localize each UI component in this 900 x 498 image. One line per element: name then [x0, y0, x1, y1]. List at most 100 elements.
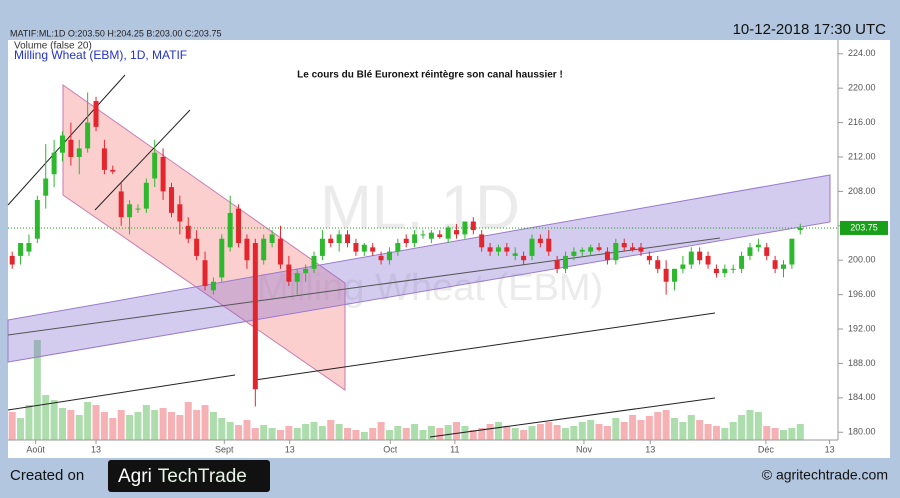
volume-bar — [545, 422, 553, 440]
candle-body — [26, 243, 32, 252]
candle-body — [135, 208, 141, 210]
volume-bar — [486, 424, 494, 440]
volume-bar — [84, 402, 92, 440]
volume-bar — [218, 418, 226, 440]
volume-bar — [788, 428, 796, 440]
volume-bars — [8, 340, 804, 440]
candle-body — [277, 238, 283, 265]
volume-bar — [243, 420, 251, 440]
candle-body — [646, 255, 652, 261]
candle-body — [420, 234, 426, 236]
candle-body — [797, 227, 803, 231]
volume-bar — [654, 412, 662, 440]
x-tick-label: Oct — [383, 444, 398, 454]
volume-bar — [763, 426, 771, 440]
candle-body — [294, 273, 300, 282]
volume-bar — [780, 430, 788, 440]
y-tick-label: 188.00 — [848, 358, 876, 368]
volume-bar — [553, 425, 561, 440]
candle-body — [252, 243, 258, 390]
volume-bar — [587, 420, 595, 440]
candle-body — [487, 247, 493, 252]
candle-body — [177, 204, 183, 222]
candle-body — [546, 238, 552, 252]
up-channel — [7, 174, 831, 363]
candle-body — [101, 148, 107, 170]
candle-body — [412, 234, 418, 244]
footer-site: © agritechtrade.com — [762, 467, 888, 483]
candle-body — [185, 225, 191, 239]
candle-body — [688, 251, 694, 265]
candle-body — [789, 238, 795, 265]
y-tick-label: 196.00 — [848, 289, 876, 299]
volume-bar — [226, 422, 234, 440]
candle-body — [579, 249, 585, 252]
volume-bar — [167, 412, 175, 440]
volume-bar — [629, 415, 637, 440]
volume-bar — [746, 410, 754, 440]
volume-bar — [117, 410, 125, 440]
candle-body — [160, 156, 166, 192]
volume-bar — [729, 422, 737, 440]
volume-bar — [92, 405, 100, 440]
candle-body — [403, 238, 409, 244]
annotation: Le cours du Blé Euronext réintègre son c… — [297, 70, 563, 81]
volume-bar — [570, 426, 578, 440]
volume-bar — [562, 428, 570, 440]
volume-bar — [469, 430, 477, 440]
header-info: MATIF:ML:1D O:203.50 H:204.25 B:203.00 C… — [10, 28, 221, 38]
candle-body — [143, 182, 149, 209]
volume-bar — [109, 418, 117, 440]
volume-bar — [310, 422, 318, 440]
volume-bar — [151, 410, 159, 440]
volume-bar — [360, 432, 368, 440]
volume-bar — [352, 430, 360, 440]
candle-body — [454, 230, 460, 235]
candle-body — [194, 238, 200, 256]
volume-bar — [612, 418, 620, 440]
candle-body — [495, 247, 501, 252]
trend-line — [429, 397, 716, 438]
chart-title: Milling Wheat (EBM), 1D, MATIF — [14, 48, 187, 62]
candle-body — [604, 251, 610, 261]
volume-bar — [679, 422, 687, 440]
down-channel — [62, 84, 346, 391]
watermark: ML, 1D — [320, 173, 520, 242]
candle-body — [747, 247, 753, 256]
volume-bar — [134, 412, 142, 440]
volume-bar — [520, 430, 528, 440]
y-tick-label: 180.00 — [848, 427, 876, 437]
candle-body — [445, 227, 451, 239]
volume-bar — [620, 422, 628, 440]
y-tick-label: 224.00 — [848, 48, 876, 58]
volume-bar — [771, 428, 779, 440]
volume-bar — [369, 428, 377, 440]
volume-bar — [377, 422, 385, 440]
volume-bar — [126, 415, 134, 440]
volume-bar — [444, 425, 452, 440]
volume-bar — [671, 418, 679, 440]
last-price-label: 203.75 — [850, 222, 878, 232]
volume-bar — [637, 420, 645, 440]
logo-part: Agri — [118, 466, 152, 487]
volume-bar — [645, 416, 653, 440]
candle-body — [127, 204, 133, 218]
volume-bar — [268, 428, 276, 440]
volume-bar — [511, 428, 519, 440]
candle-body — [319, 238, 325, 256]
volume-bar — [193, 410, 201, 440]
candle-body — [311, 255, 317, 269]
x-tick-label: Sept — [215, 444, 234, 454]
volume-bar — [50, 400, 58, 440]
candle-body — [764, 247, 770, 256]
candle-body — [210, 281, 216, 291]
volume-bar — [796, 424, 804, 440]
volume-bar — [25, 405, 33, 440]
candle-body — [51, 152, 57, 175]
volume-bar — [75, 415, 83, 440]
candle-body — [18, 243, 24, 256]
trend-line — [7, 374, 236, 411]
candle-body — [781, 264, 787, 269]
candle-body — [563, 255, 569, 269]
candle-body — [328, 238, 334, 244]
